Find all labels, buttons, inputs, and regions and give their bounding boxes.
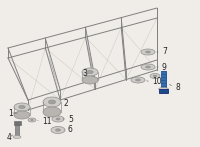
Ellipse shape (52, 116, 64, 122)
Bar (14, 121, 21, 125)
Ellipse shape (136, 79, 140, 81)
Ellipse shape (87, 70, 93, 74)
Text: 9: 9 (162, 62, 167, 71)
Ellipse shape (158, 87, 168, 91)
Text: 8: 8 (175, 82, 180, 91)
Ellipse shape (43, 97, 61, 107)
Text: 10: 10 (152, 77, 162, 86)
Ellipse shape (146, 51, 150, 53)
Ellipse shape (51, 127, 65, 133)
Ellipse shape (28, 118, 36, 122)
Text: 4: 4 (7, 133, 12, 142)
Ellipse shape (31, 119, 33, 121)
Ellipse shape (48, 100, 56, 104)
Text: 2: 2 (63, 98, 68, 107)
Ellipse shape (14, 111, 30, 119)
Ellipse shape (150, 74, 160, 78)
Bar (161, 71, 166, 89)
Ellipse shape (141, 49, 155, 55)
Text: 3: 3 (82, 69, 87, 77)
Ellipse shape (141, 64, 155, 70)
Ellipse shape (19, 105, 25, 109)
Text: 5: 5 (68, 115, 73, 123)
Text: 1: 1 (8, 108, 13, 117)
Ellipse shape (14, 103, 30, 111)
Ellipse shape (56, 118, 60, 120)
Ellipse shape (82, 68, 98, 76)
Ellipse shape (13, 136, 21, 138)
Ellipse shape (56, 129, 60, 131)
Ellipse shape (82, 76, 98, 84)
Ellipse shape (146, 66, 150, 68)
Ellipse shape (43, 107, 61, 117)
Ellipse shape (153, 75, 157, 77)
Bar (15, 123, 19, 137)
Text: 11: 11 (42, 117, 52, 126)
Bar (159, 89, 168, 93)
Ellipse shape (131, 77, 145, 83)
Text: 6: 6 (68, 126, 73, 135)
Text: 7: 7 (162, 47, 167, 56)
